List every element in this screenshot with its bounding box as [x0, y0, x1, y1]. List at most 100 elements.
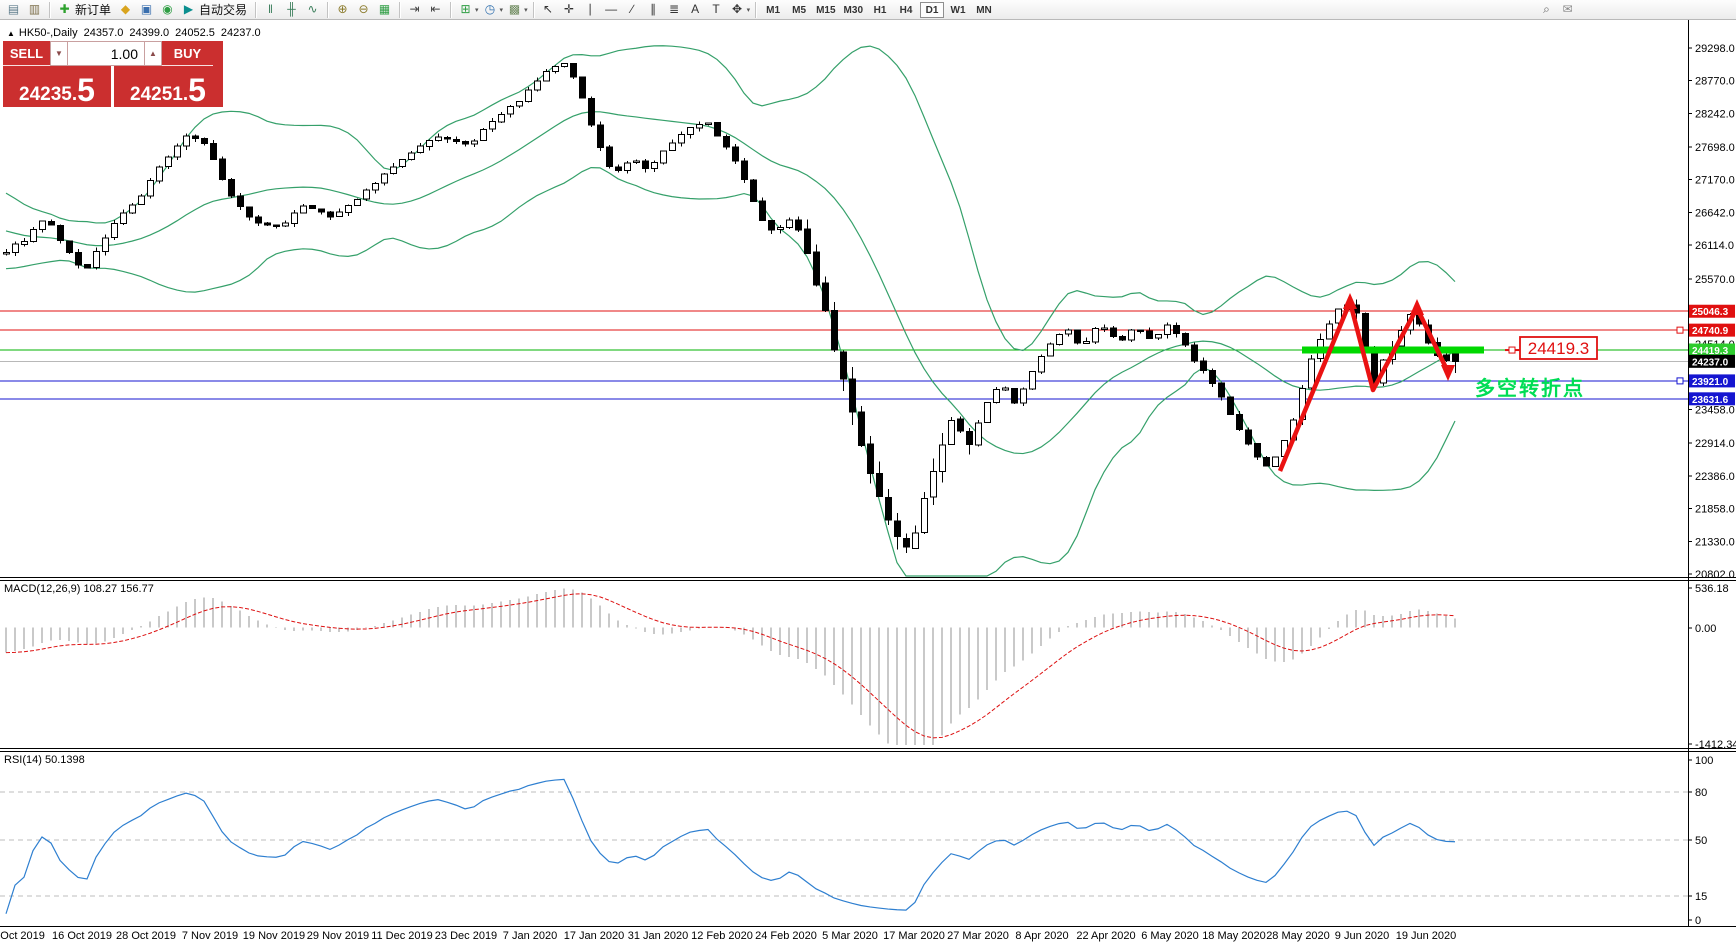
line-chart-icon[interactable]: ∿ — [307, 2, 318, 16]
sell-price-frac: 5 — [77, 71, 95, 108]
price-tick-label: 21858.0 — [1695, 504, 1735, 516]
bollinger-middle-band — [5, 111, 1456, 455]
price-badge-25046.3 — [1689, 304, 1735, 318]
search-icon[interactable]: ⌕ — [1543, 2, 1550, 16]
price-badge-label: 25046.3 — [1692, 307, 1729, 318]
buy-price-main: 24251 — [130, 84, 183, 105]
price-tick-label: 27698.0 — [1695, 142, 1735, 154]
rsi-axis-label: 50 — [1695, 835, 1707, 847]
price-tick-label: 22386.0 — [1695, 471, 1735, 483]
autotrading-label[interactable]: 自动交易 — [199, 3, 248, 17]
date-label: 24 Feb 2020 — [755, 930, 817, 942]
candlestick-icon[interactable]: ╫ — [287, 2, 296, 16]
time-axis[interactable] — [0, 926, 1736, 945]
toolbar-right-icons: ⌕ ✉ — [1536, 1, 1578, 18]
main-toolbar: ▤ ▥ ✚ 新订单 ◆ ▣ ◉ ▶ 自动交易 ‖ ╫ ∿ ⊕ ⊖ ▦ ⇥ ⇤ ⊞ ▾ ◷ ▾ ▩ ▾ ↖ ✛ ∣ ― ∕ ∥ ≣ A T ✥ ▾ M… — [0, 0, 1736, 20]
template-icon[interactable]: ▩ — [508, 2, 521, 16]
date-label: 28 Oct 2019 — [116, 930, 176, 942]
buy-price-frac: 5 — [188, 71, 206, 108]
new-order-label[interactable]: 新订单 — [75, 3, 112, 17]
arrows-icon-dropdown[interactable]: ▾ — [746, 6, 751, 14]
new-chart-icon[interactable]: ▤ — [7, 2, 20, 16]
rsi-axis-label: 15 — [1695, 891, 1707, 903]
metaeditor-icon[interactable]: ◆ — [120, 2, 131, 16]
timeframe-mn[interactable]: MN — [976, 4, 992, 16]
terminal-icon[interactable]: ▣ — [140, 2, 153, 16]
ohlc-low: 24052.5 — [175, 27, 215, 39]
chart-plot-area[interactable] — [0, 20, 1688, 926]
price-badge-24740.9 — [1689, 323, 1735, 337]
profiles-icon[interactable]: ▥ — [28, 2, 41, 16]
signals-icon[interactable]: ◉ — [162, 2, 173, 16]
date-label: 7 Nov 2019 — [182, 930, 238, 942]
price-tick-label: 26114.0 — [1695, 240, 1734, 252]
zigzag-drawing[interactable] — [1277, 299, 1451, 472]
cursor-icon[interactable]: ↖ — [543, 2, 554, 16]
macd-axis-label: -1412.34 — [1695, 739, 1736, 751]
macd-signal-line — [5, 593, 1456, 739]
volume-increase-button[interactable]: ▲ — [144, 41, 162, 66]
volume-input[interactable]: 1.00 — [68, 41, 144, 66]
auto-scroll-icon[interactable]: ⇥ — [409, 2, 420, 16]
horizontal-line-icon[interactable]: ― — [605, 2, 618, 16]
vertical-line-icon[interactable]: ∣ — [587, 2, 594, 16]
macd-axis-label: 0.00 — [1695, 623, 1716, 635]
price-callout-box[interactable] — [1519, 336, 1598, 360]
price-badge-24419.3 — [1689, 343, 1735, 357]
timeframe-d1[interactable]: D1 — [920, 1, 944, 18]
price-tick-label: 28770.0 — [1695, 76, 1735, 88]
timeframe-m30[interactable]: M30 — [843, 4, 863, 16]
price-axis[interactable] — [1688, 20, 1736, 926]
turning-point-annotation[interactable]: 多空转折点 — [1475, 376, 1585, 400]
ohlc-high: 24399.0 — [129, 27, 170, 39]
timeframe-w1[interactable]: W1 — [950, 4, 966, 16]
ohlc-open: 24357.0 — [83, 27, 124, 39]
fibonacci-icon[interactable]: ≣ — [669, 2, 680, 16]
period-icon[interactable]: ◷ — [484, 2, 496, 16]
channel-icon[interactable]: ∥ — [650, 2, 657, 16]
date-label: 19 Nov 2019 — [243, 930, 305, 942]
new-order-icon[interactable]: ✚ — [59, 2, 70, 16]
tick-direction-icon: ▲ — [7, 29, 15, 38]
timeframe-m15[interactable]: M15 — [816, 4, 836, 16]
buy-price[interactable]: 24251 . 5 — [114, 66, 222, 107]
template-icon-dropdown[interactable]: ▾ — [524, 6, 528, 14]
date-label: 22 Apr 2020 — [1076, 930, 1135, 942]
callout-marker — [1508, 346, 1516, 354]
price-tick-label: 26642.0 — [1695, 207, 1735, 219]
autotrading-icon[interactable]: ▶ — [183, 2, 194, 16]
chart-shift-icon[interactable]: ⇤ — [430, 2, 441, 16]
date-label: 11 Dec 2019 — [371, 930, 433, 942]
rsi-axis-label: 0 — [1695, 915, 1701, 927]
date-label: 16 Oct 2019 — [52, 930, 112, 942]
sell-price[interactable]: 24235 . 5 — [3, 66, 111, 107]
macd-title: MACD(12,26,9) 108.27 156.77 — [4, 583, 154, 595]
arrows-icon[interactable]: ✥ — [732, 2, 743, 16]
sell-button[interactable]: SELL — [3, 41, 50, 66]
tile-windows-icon[interactable]: ▦ — [378, 2, 391, 16]
timeframe-h1[interactable]: H1 — [873, 4, 887, 16]
buy-button[interactable]: BUY — [162, 41, 213, 66]
zigzag-arrowhead — [1410, 299, 1424, 315]
trendline-icon[interactable]: ∕ — [631, 2, 634, 16]
text-icon[interactable]: A — [691, 2, 700, 16]
add-indicator-icon-dropdown[interactable]: ▾ — [475, 6, 479, 14]
zoom-out-icon[interactable]: ⊖ — [358, 2, 369, 16]
date-label: 9 Jun 2020 — [1335, 930, 1389, 942]
period-icon-dropdown[interactable]: ▾ — [499, 6, 504, 14]
chat-icon[interactable]: ✉ — [1562, 2, 1573, 16]
bar-chart-icon[interactable]: ‖ — [268, 2, 274, 16]
date-label: 27 Mar 2020 — [947, 930, 1009, 942]
bollinger-upper-band — [5, 45, 1456, 352]
timeframe-m5[interactable]: M5 — [792, 4, 807, 16]
text-label-icon[interactable]: T — [712, 2, 720, 16]
timeframe-h4[interactable]: H4 — [899, 4, 913, 16]
crosshair-icon[interactable]: ✛ — [564, 2, 575, 16]
add-indicator-icon[interactable]: ⊞ — [460, 2, 471, 16]
toolbar-separator — [755, 1, 757, 18]
zoom-in-icon[interactable]: ⊕ — [337, 2, 348, 16]
volume-decrease-button[interactable]: ▼ — [50, 41, 68, 66]
timeframe-m1[interactable]: M1 — [766, 4, 781, 16]
price-badge-label: 24419.3 — [1692, 346, 1729, 357]
